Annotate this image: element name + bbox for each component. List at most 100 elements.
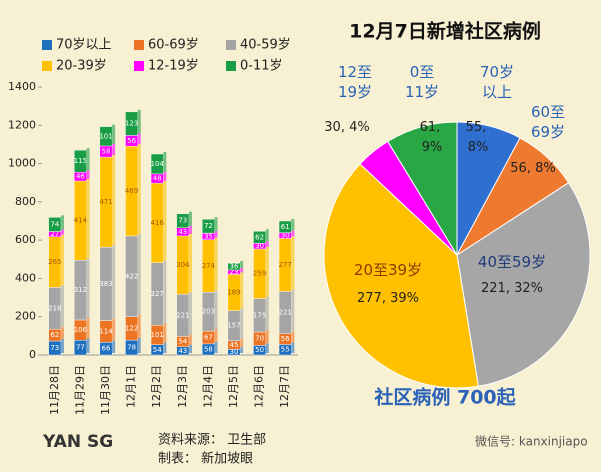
label-line: 8% <box>468 140 489 155</box>
data-label: 54 <box>153 346 162 354</box>
bar-side <box>291 230 295 237</box>
data-label: 48 <box>153 175 162 183</box>
legend-label: 70岁以上 <box>56 38 112 53</box>
bar-side <box>188 344 192 353</box>
label-line: 12至 <box>338 63 372 81</box>
logo: YAN SG <box>42 432 113 452</box>
bar-side <box>291 289 295 332</box>
data-label: 30 <box>230 348 239 356</box>
data-label: 62 <box>255 233 264 241</box>
data-label: 74 <box>50 220 59 228</box>
bar-side <box>188 225 192 234</box>
data-label: 277 <box>279 261 292 269</box>
data-label: 259 <box>253 270 266 278</box>
bar-side <box>112 245 116 319</box>
x-tick-label: 12月2日 <box>150 365 163 408</box>
bar-side <box>163 260 167 324</box>
data-label: 61 <box>281 223 290 231</box>
category-label: 20至39岁 <box>354 261 422 279</box>
bar-side <box>214 231 218 238</box>
label-line: 55, <box>466 120 491 135</box>
y-tick-label: 1000 <box>8 157 36 170</box>
label-line: 277, 39% <box>357 291 419 306</box>
data-label: 274 <box>202 262 216 270</box>
data-label: 58 <box>102 148 111 156</box>
data-label: 27 <box>50 230 59 238</box>
data-label: 312 <box>74 286 87 294</box>
bar-side <box>214 329 218 342</box>
data-label: 157 <box>227 322 240 330</box>
legend-swatch <box>226 40 236 50</box>
pie-slice <box>387 121 458 257</box>
bar-side <box>214 341 218 353</box>
data-label: 67 <box>204 333 213 341</box>
category-label: 0至 11岁 <box>405 63 439 101</box>
data-label: 218 <box>48 304 61 312</box>
bar-side <box>60 229 64 235</box>
bar-side <box>265 229 269 242</box>
bar-side <box>214 217 218 232</box>
legend-label: 20-39岁 <box>56 59 107 74</box>
label-line: 221, 32% <box>481 281 543 296</box>
value-label: 30, 4% <box>324 120 369 135</box>
data-label: 23 <box>230 268 239 276</box>
data-label: 101 <box>151 331 164 339</box>
data-label: 70 <box>255 335 264 343</box>
pie-slice <box>323 163 479 389</box>
data-label: 35 <box>204 232 213 240</box>
data-label: 414 <box>74 217 88 225</box>
bar-side <box>163 181 167 261</box>
data-label: 416 <box>151 219 165 227</box>
y-tick-label: 200 <box>15 310 36 323</box>
category-label: 12至 19岁 <box>338 63 372 101</box>
data-label: 327 <box>151 290 164 298</box>
legend-label: 60-69岁 <box>148 38 199 53</box>
data-label: 106 <box>74 326 88 334</box>
data-label: 122 <box>125 324 138 332</box>
bar-side <box>60 215 64 230</box>
data-label: 471 <box>99 198 112 206</box>
data-label: 56 <box>281 335 290 343</box>
bar-segment <box>202 219 215 234</box>
data-label: 56 <box>127 137 136 145</box>
bar-side <box>137 314 141 339</box>
label-line: 20至39岁 <box>354 261 422 279</box>
bar-side <box>265 241 269 247</box>
bar-side <box>188 211 192 226</box>
data-label: 203 <box>202 308 215 316</box>
label-line: 19岁 <box>338 83 372 101</box>
y-tick-label: 0 <box>29 348 36 361</box>
y-tick-label: 1200 <box>8 118 36 131</box>
data-label: 43 <box>178 228 187 236</box>
bar-side <box>265 246 269 297</box>
y-tick-label: 400 <box>15 271 36 284</box>
label-line: 11岁 <box>405 83 439 101</box>
data-label: 221 <box>279 309 292 317</box>
x-tick-label: 11月29日 <box>73 365 86 415</box>
bar-side <box>240 308 244 339</box>
data-label: 58 <box>204 345 213 353</box>
label-line: 60至 <box>531 103 565 121</box>
data-label: 265 <box>48 258 61 266</box>
data-label: 50 <box>255 346 264 354</box>
data-label: 78 <box>127 344 136 352</box>
legend-swatch <box>134 40 144 50</box>
legend-swatch <box>134 61 144 71</box>
bar-side <box>265 343 269 353</box>
bar-side <box>60 339 64 353</box>
bar-side <box>240 338 244 348</box>
label-line: 40至59岁 <box>478 253 546 271</box>
y-tick-label: 800 <box>15 195 36 208</box>
data-label: 469 <box>125 187 138 195</box>
x-tick-label: 11月28日 <box>48 365 61 415</box>
bar-side <box>163 342 167 353</box>
category-label: 60至 69岁 <box>531 103 565 141</box>
x-tick-label: 12月4日 <box>201 365 214 408</box>
pie-slice <box>456 182 591 387</box>
bar-side <box>112 143 116 156</box>
data-label: 123 <box>125 120 138 128</box>
data-label: 77 <box>76 344 85 352</box>
bar-side <box>86 170 90 179</box>
data-label: 422 <box>125 272 138 280</box>
x-tick-label: 12月6日 <box>253 365 266 408</box>
